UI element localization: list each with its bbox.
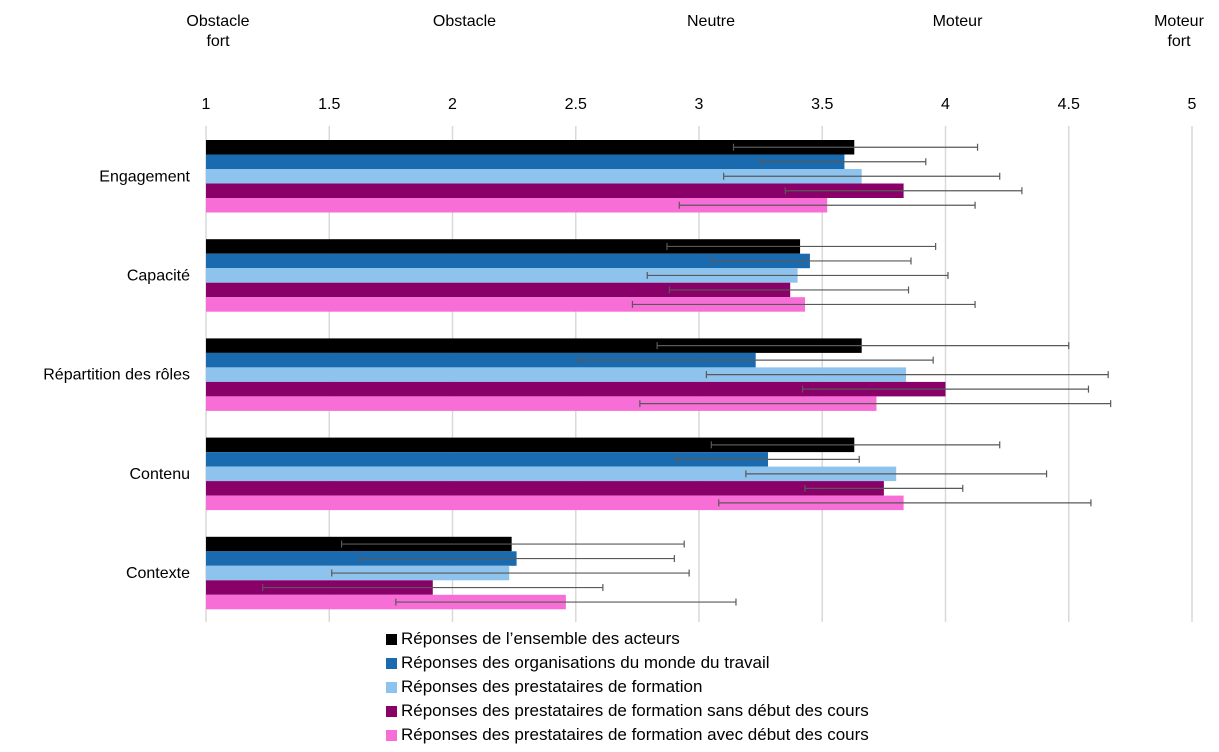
x-tick-label: 4.5	[1058, 96, 1080, 113]
scale-label: Neutre	[687, 13, 735, 30]
scale-labels: Obstacle fort Obstacle Neutre Moteur Moteur fo…	[186, 13, 1204, 50]
legend-label: Réponses de l’ensemble des acteurs	[401, 629, 680, 648]
bar	[206, 338, 862, 353]
bar	[206, 396, 877, 411]
scale-label: Moteur	[933, 13, 983, 30]
scale-label: Obstacle	[433, 13, 496, 30]
legend: Réponses de l’ensemble des acteurs Répons…	[386, 627, 869, 747]
bar	[206, 594, 566, 610]
scale-label: Moteur	[1154, 13, 1204, 30]
legend-item: Réponses des prestataires de formation a…	[386, 723, 869, 747]
bar	[206, 437, 855, 453]
scale-label: Obstacle	[186, 13, 249, 30]
x-tick-label: 1	[202, 96, 211, 113]
x-tick-label: 3.5	[811, 96, 833, 113]
bar	[206, 282, 791, 298]
bar	[206, 352, 756, 368]
bar	[206, 154, 845, 169]
x-tick-label: 2.5	[565, 96, 587, 113]
scale-label: fort	[206, 33, 230, 50]
tick-labels: 1 1.5 2 2.5 3 3.5 4 4.5 5	[202, 96, 1197, 113]
bar	[206, 381, 946, 397]
x-tick-label: 1.5	[318, 96, 340, 113]
bars	[206, 140, 946, 610]
bar	[206, 452, 769, 467]
category-labels: Engagement Capacité Répartition des rôles C…	[43, 168, 190, 582]
x-tick-label: 3	[695, 96, 704, 113]
bar	[206, 481, 884, 496]
category-label: Capacité	[127, 267, 190, 284]
bar	[206, 253, 810, 269]
bar	[206, 495, 904, 511]
legend-swatch	[386, 681, 397, 693]
bar	[206, 140, 855, 155]
bar	[206, 183, 904, 198]
bar	[206, 466, 897, 482]
bar	[206, 198, 828, 213]
legend-swatch	[386, 657, 397, 669]
bar	[206, 367, 907, 382]
legend-label: Réponses des organisations du monde du t…	[401, 653, 770, 672]
legend-swatch	[386, 729, 397, 741]
error-bars	[262, 143, 1112, 606]
bar	[206, 268, 798, 283]
legend-label: Réponses des prestataires de formation s…	[401, 701, 869, 720]
legend-label: Réponses des prestataires de formation	[401, 677, 703, 696]
legend-swatch	[386, 633, 397, 645]
legend-label: Réponses des prestataires de formation a…	[401, 725, 869, 744]
legend-item: Réponses des prestataires de formation	[386, 675, 869, 699]
category-label: Contenu	[130, 466, 191, 483]
bar	[206, 239, 801, 254]
scale-label: fort	[1167, 33, 1191, 50]
x-tick-label: 2	[448, 96, 457, 113]
x-tick-label: 5	[1188, 96, 1197, 113]
legend-item: Réponses de l’ensemble des acteurs	[386, 627, 869, 651]
legend-item: Réponses des organisations du monde du t…	[386, 651, 869, 675]
category-label: Répartition des rôles	[43, 367, 190, 384]
category-label: Contexte	[126, 565, 190, 582]
category-label: Engagement	[99, 168, 190, 185]
legend-item: Réponses des prestataires de formation s…	[386, 699, 869, 723]
bar	[206, 169, 862, 184]
bar	[206, 297, 805, 312]
x-tick-label: 4	[941, 96, 950, 113]
legend-swatch	[386, 705, 397, 717]
